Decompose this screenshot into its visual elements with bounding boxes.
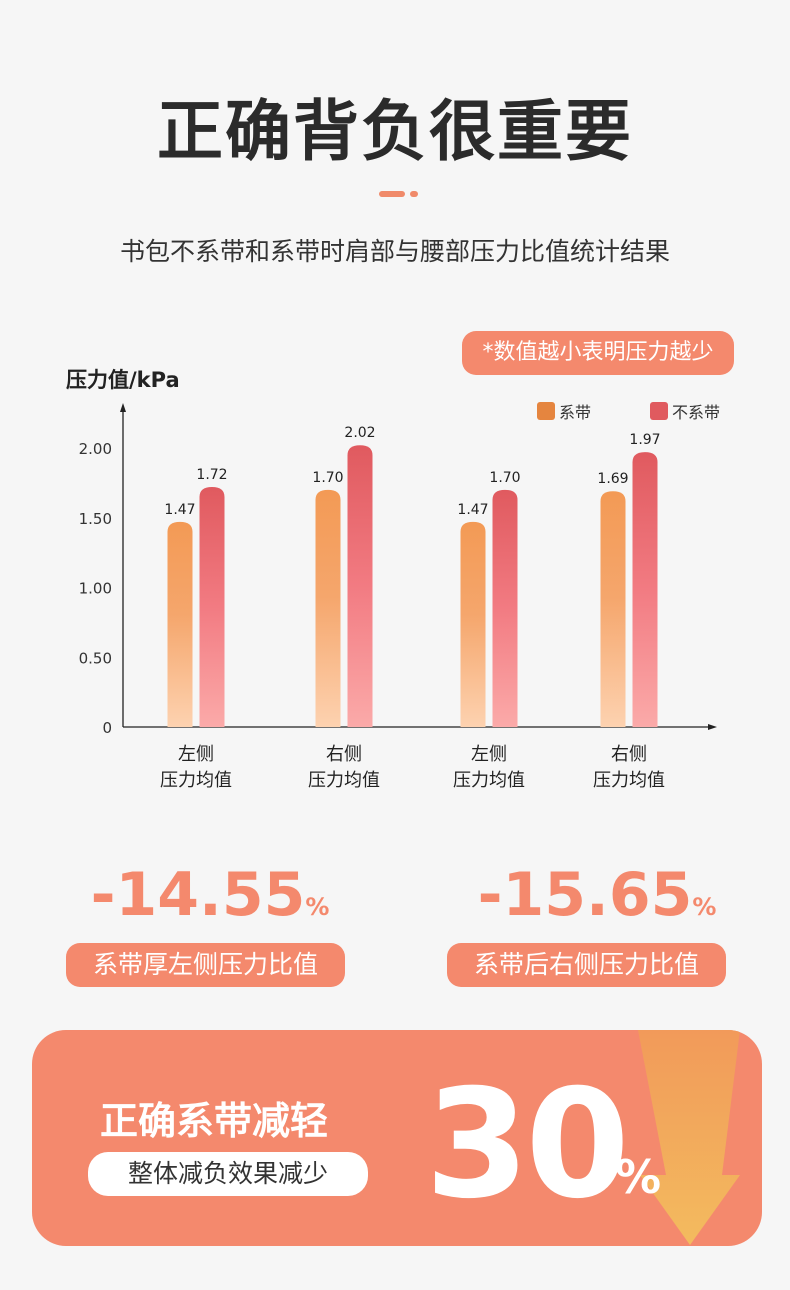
x-tick-label: 压力均值 bbox=[453, 770, 525, 791]
bar-unstrapped bbox=[199, 487, 225, 727]
y-axis-arrow bbox=[120, 403, 126, 412]
legend-swatch bbox=[650, 402, 668, 420]
stat-left-label: 系带厚左侧压力比值 bbox=[66, 943, 345, 987]
legend-item-strapped: 系带 bbox=[537, 399, 591, 423]
page-title: 正确背负很重要 bbox=[157, 93, 633, 170]
down-arrow-icon bbox=[638, 1030, 740, 1245]
y-tick-label: 0.50 bbox=[79, 649, 112, 667]
stat-left: -14.55% bbox=[60, 860, 360, 930]
data-label: 1.69 bbox=[597, 471, 628, 487]
banner-value: 30 bbox=[425, 1058, 630, 1232]
x-tick-label: 右侧 bbox=[326, 744, 362, 765]
stat-unit: % bbox=[305, 893, 330, 921]
stat-right: -15.65% bbox=[447, 860, 747, 930]
bar-strapped bbox=[315, 489, 341, 727]
bar-unstrapped bbox=[347, 445, 373, 727]
x-tick-label: 压力均值 bbox=[160, 770, 232, 791]
legend-label: 不系带 bbox=[672, 403, 721, 422]
note-badge: *数值越小表明压力越少 bbox=[462, 331, 734, 375]
x-tick-label: 右侧 bbox=[611, 744, 647, 765]
x-tick-label: 压力均值 bbox=[593, 770, 665, 791]
bar-strapped bbox=[167, 521, 193, 727]
bar-strapped bbox=[600, 491, 626, 727]
y-tick-label: 2.00 bbox=[79, 440, 112, 458]
data-label: 1.70 bbox=[489, 470, 520, 486]
x-axis-arrow bbox=[708, 724, 717, 730]
stat-right-label: 系带后右侧压力比值 bbox=[447, 943, 726, 987]
divider-dot bbox=[410, 191, 418, 197]
data-label: 1.70 bbox=[312, 470, 343, 486]
banner-subtitle: 整体减负效果减少 bbox=[88, 1152, 368, 1196]
y-tick-label: 1.00 bbox=[79, 580, 112, 598]
stat-unit: % bbox=[692, 893, 717, 921]
subtitle: 书包不系带和系带时肩部与腰部压力比值统计结果 bbox=[119, 237, 670, 266]
data-label: 2.02 bbox=[344, 425, 375, 441]
summary-banner bbox=[32, 1030, 762, 1246]
x-tick-label: 左侧 bbox=[471, 744, 507, 765]
banner-title: 正确系带减轻 bbox=[100, 1099, 329, 1143]
bar-strapped bbox=[460, 521, 486, 727]
legend-swatch bbox=[537, 402, 555, 420]
data-label: 1.47 bbox=[457, 502, 488, 518]
x-tick-label: 压力均值 bbox=[308, 770, 380, 791]
data-label: 1.72 bbox=[196, 467, 227, 483]
y-tick-label: 1.50 bbox=[79, 510, 112, 528]
y-tick-label: 0 bbox=[102, 719, 112, 737]
bar-unstrapped bbox=[632, 452, 658, 727]
data-label: 1.97 bbox=[629, 432, 660, 448]
stat-value: -14.55 bbox=[90, 860, 306, 930]
data-label: 1.47 bbox=[164, 502, 195, 518]
x-tick-label: 左侧 bbox=[178, 744, 214, 765]
y-axis-label: 压力值/kPa bbox=[66, 368, 180, 392]
banner-unit: % bbox=[615, 1150, 662, 1204]
legend-item-unstrapped: 不系带 bbox=[650, 399, 720, 423]
divider bbox=[379, 191, 405, 197]
bar-unstrapped bbox=[492, 489, 518, 727]
legend-label: 系带 bbox=[559, 403, 592, 422]
stat-value: -15.65 bbox=[477, 860, 693, 930]
